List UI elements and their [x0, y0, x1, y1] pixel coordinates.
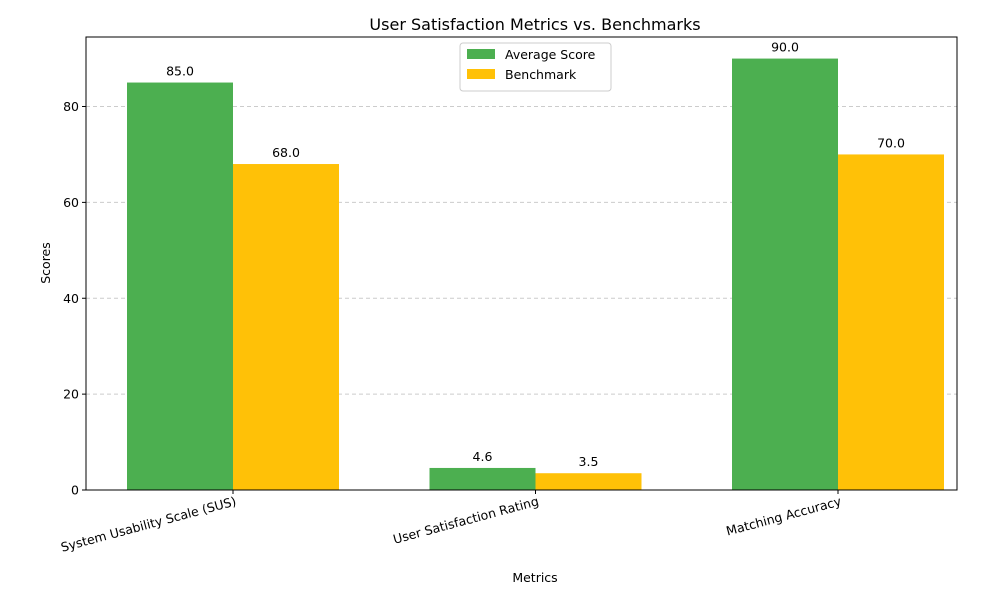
legend: Average Score Benchmark — [459, 42, 612, 92]
bars — [127, 58, 944, 491]
bar-average-score — [732, 58, 838, 490]
plot-frame — [85, 36, 958, 491]
data-labels: 85.0 4.6 90.0 68.0 3.5 70.0 — [166, 40, 905, 470]
x-axis-ticks: System Usability Scale (SUS) User Satisfa… — [59, 490, 843, 555]
y-axis-label: Scores — [38, 242, 53, 284]
bar-value-label: 3.5 — [579, 454, 599, 469]
gridlines — [86, 106, 957, 395]
x-tick-label: Matching Accuracy — [724, 493, 843, 538]
chart-title: User Satisfaction Metrics vs. Benchmarks — [369, 15, 700, 34]
bar-benchmark — [838, 154, 944, 490]
bar-value-label: 4.6 — [473, 449, 493, 464]
x-tick-label: User Satisfaction Rating — [391, 493, 540, 546]
bar-value-label: 85.0 — [166, 64, 194, 79]
y-axis-ticks: 0 20 40 60 80 — [63, 99, 86, 498]
y-tick-label: 80 — [63, 99, 79, 114]
bar-value-label: 90.0 — [771, 40, 799, 55]
y-tick-label: 40 — [63, 291, 79, 306]
bar-benchmark — [535, 473, 642, 490]
x-axis-label: Metrics — [512, 570, 557, 585]
y-tick-label: 0 — [71, 483, 79, 498]
x-tick-label: System Usability Scale (SUS) — [59, 493, 238, 554]
y-tick-label: 60 — [63, 195, 79, 210]
legend-entry-label: Average Score — [505, 47, 596, 62]
bar-average-score — [429, 467, 536, 490]
legend-swatch — [467, 69, 495, 79]
bar-average-score — [127, 82, 233, 491]
bar-benchmark — [233, 164, 339, 491]
bar-value-label: 70.0 — [877, 135, 905, 150]
y-tick-label: 20 — [63, 387, 79, 402]
legend-swatch — [467, 49, 495, 59]
bar-value-label: 68.0 — [272, 145, 300, 160]
legend-entry-label: Benchmark — [505, 67, 577, 82]
